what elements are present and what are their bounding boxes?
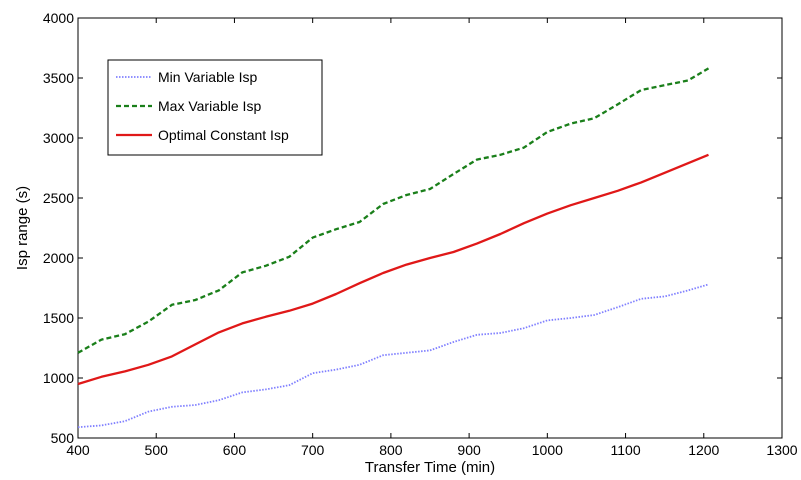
series-lines xyxy=(77,67,710,429)
legend-box xyxy=(107,59,323,156)
x-tick-label: 900 xyxy=(457,442,481,458)
series-line-1 xyxy=(77,67,710,354)
y-tick-label: 4000 xyxy=(43,10,74,26)
legend: Min Variable Isp Max Variable Isp Optimal … xyxy=(107,59,323,156)
series-line-0 xyxy=(77,283,709,429)
y-axis-label: Isp range (s) xyxy=(14,186,31,270)
y-tick-label: 3500 xyxy=(43,70,74,86)
y-tick-label: 2000 xyxy=(43,250,74,266)
y-tick-label: 1500 xyxy=(43,310,74,326)
axis-ticks xyxy=(77,17,783,439)
x-tick-label: 500 xyxy=(145,442,169,458)
x-tick-label: 400 xyxy=(66,442,90,458)
legend-label: Min Variable Isp xyxy=(158,69,258,85)
x-tick-label: 800 xyxy=(379,442,403,458)
tick-labels: 400 500 600 700 800 900 1000 1100 1200 1300500100… xyxy=(43,10,798,458)
legend-label: Optimal Constant Isp xyxy=(158,127,289,143)
x-tick-label: 1000 xyxy=(532,442,563,458)
x-tick-label: 1100 xyxy=(611,442,641,458)
x-axis-label: Transfer Time (min) xyxy=(365,459,495,476)
y-tick-label: 2500 xyxy=(43,190,74,206)
x-tick-label: 1300 xyxy=(766,442,797,458)
y-tick-label: 3000 xyxy=(43,130,74,146)
x-tick-label: 1200 xyxy=(688,442,719,458)
x-tick-label: 600 xyxy=(223,442,247,458)
legend-label: Max Variable Isp xyxy=(158,98,261,114)
series-line-2 xyxy=(77,153,709,386)
y-tick-label: 500 xyxy=(51,430,75,446)
y-tick-label: 1000 xyxy=(43,370,74,386)
x-tick-label: 700 xyxy=(301,442,325,458)
